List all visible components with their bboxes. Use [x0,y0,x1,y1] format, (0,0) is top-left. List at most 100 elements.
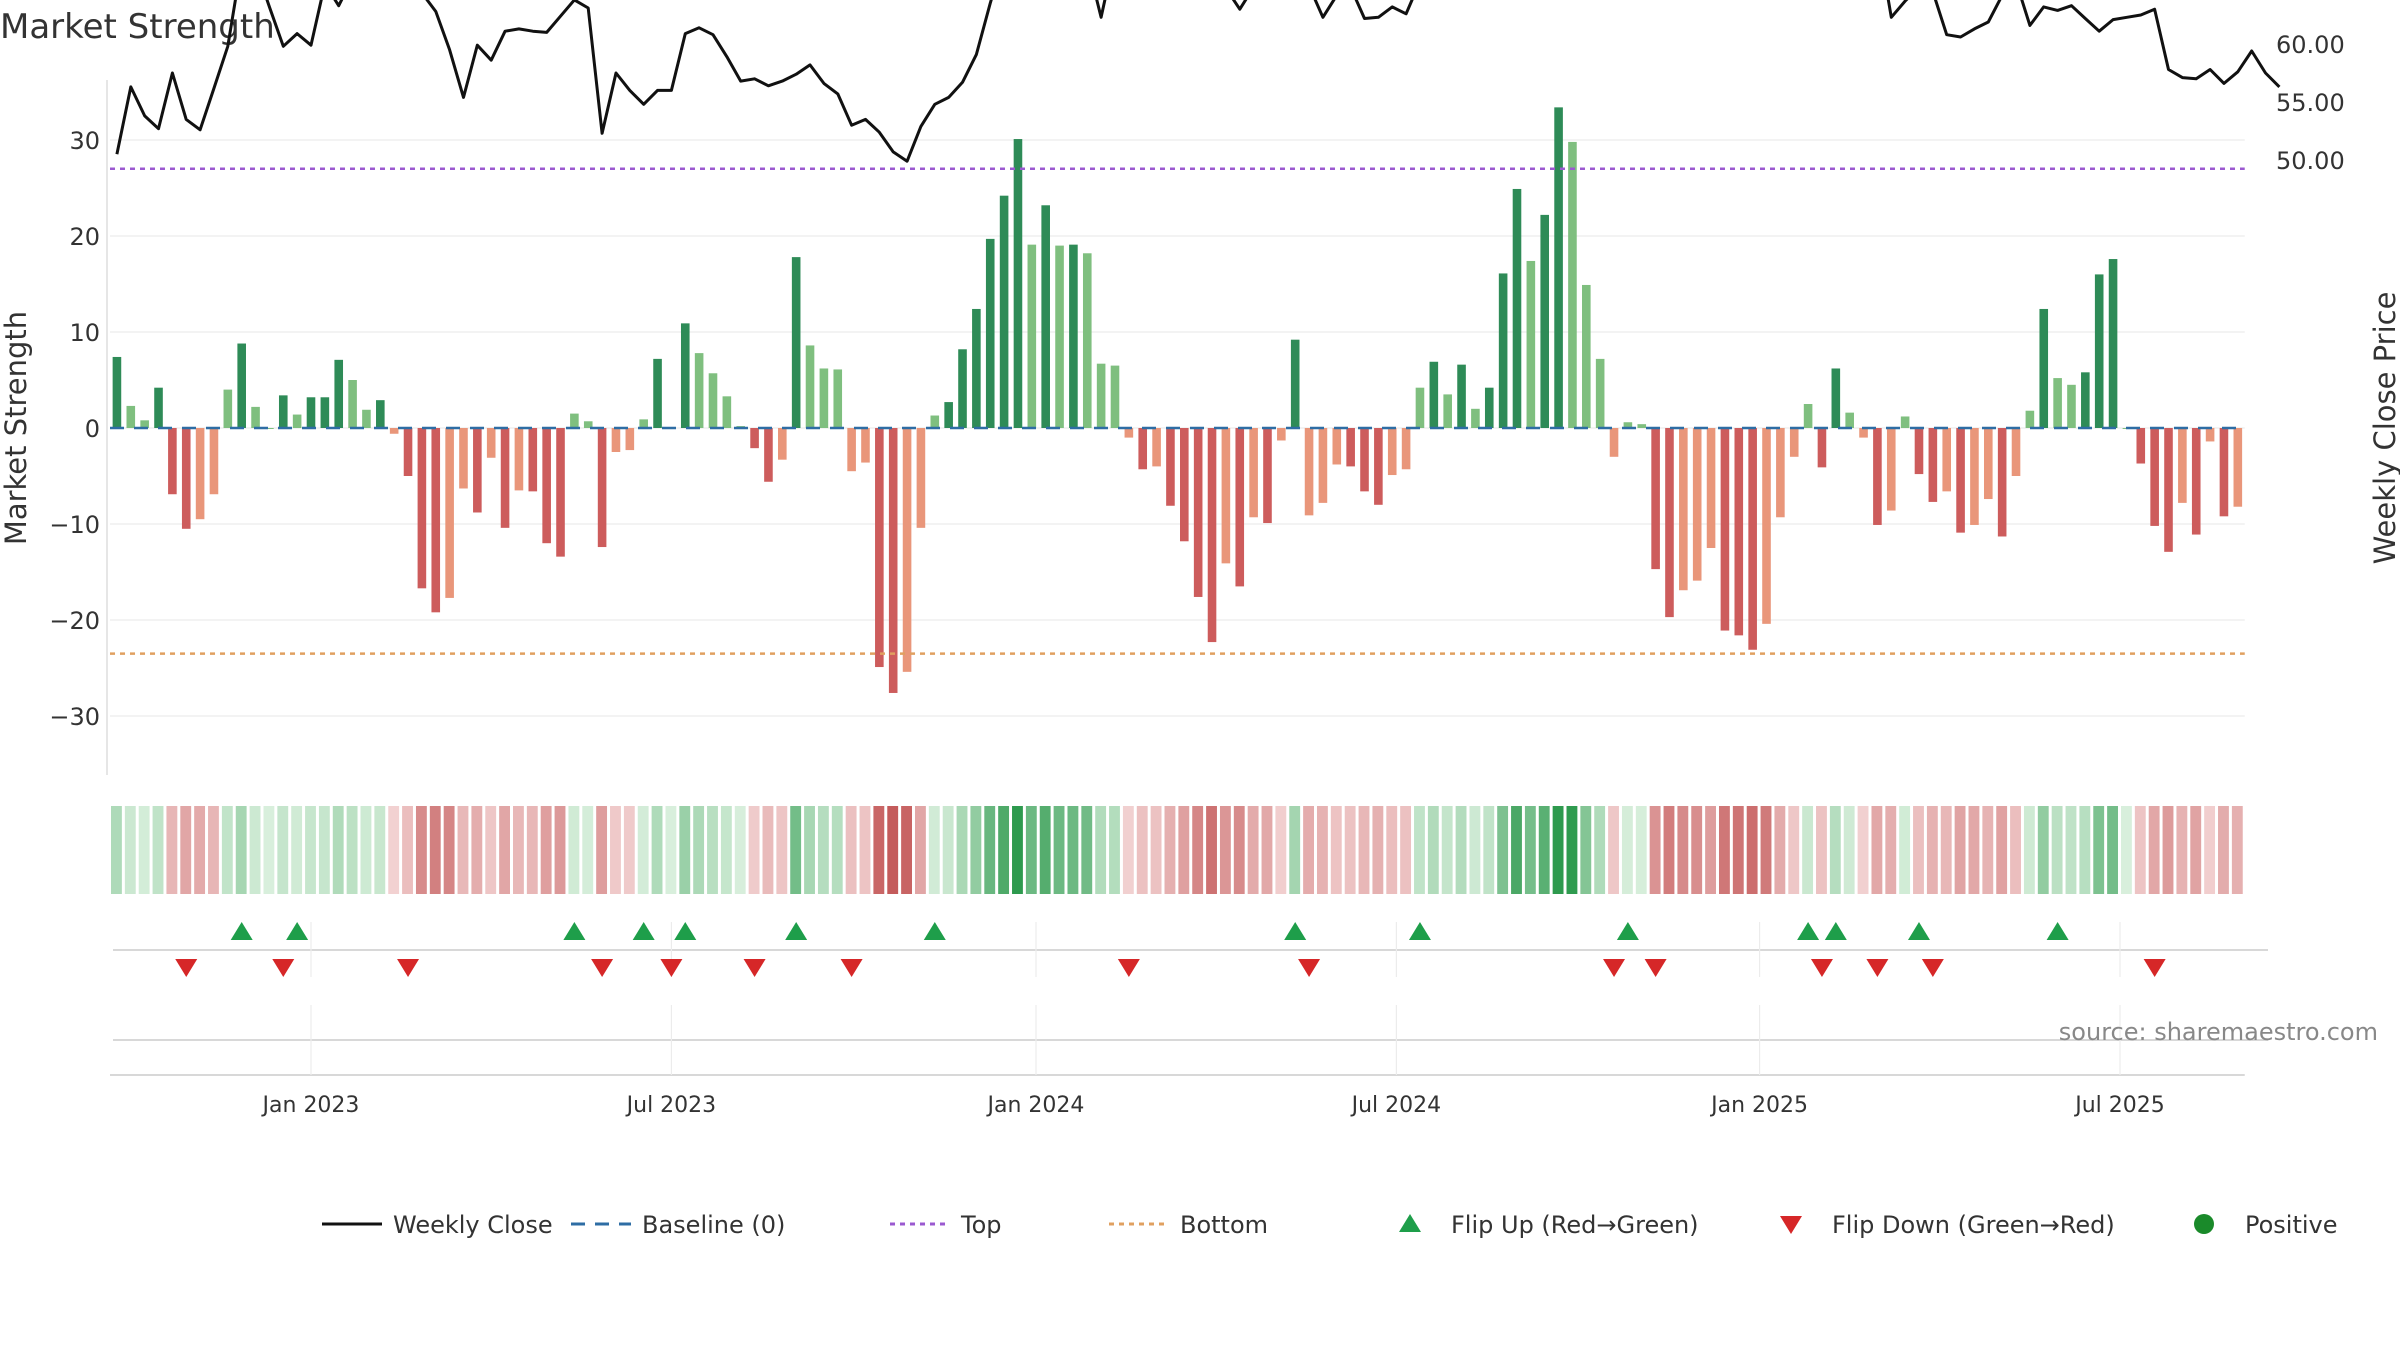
flip-down-marker-5 [743,959,766,977]
strength-bar-32 [556,428,565,557]
heat-cell-8 [221,806,233,894]
heat-cell-6 [194,806,206,894]
strength-bar-141 [2067,384,2076,428]
strength-bar-132 [1942,428,1952,492]
strength-bar-56 [888,428,898,693]
heat-cell-100 [1497,806,1509,894]
heat-cell-23 [429,806,441,894]
heat-cell-130 [1913,806,1924,894]
weekly-close-line [115,0,2281,163]
strength-bar-130 [1914,428,1924,475]
flip-up-marker-12 [1907,922,1930,940]
heat-cell-86 [1303,806,1314,894]
heat-cell-76 [1164,806,1176,894]
heat-cell-31 [540,806,552,894]
strength-bar-48 [778,428,787,460]
heat-cell-99 [1483,806,1495,894]
strength-bar-66 [1027,244,1037,428]
heat-cell-77 [1178,806,1190,894]
heat-cell-153 [2231,806,2243,894]
heat-cell-3 [152,806,164,894]
strength-bar-54 [861,428,870,463]
strength-bar-114 [1692,428,1702,581]
strength-bar-51 [819,368,829,428]
heat-cell-39 [651,806,663,894]
flip-up-marker-3 [632,922,655,940]
heat-cell-54 [859,806,871,894]
strength-bar-1 [126,405,136,428]
strength-bar-92 [1387,428,1397,476]
heat-cell-32 [554,806,566,894]
strength-bar-111 [1651,428,1660,570]
strength-bar-67 [1041,205,1050,428]
strength-bar-8 [223,389,233,428]
strength-bar-73 [1124,428,1134,438]
heat-cell-107 [1594,806,1606,894]
heat-cell-50 [804,806,815,894]
strength-bar-125 [1845,412,1854,428]
heat-cell-2 [138,806,150,894]
strength-bar-20 [389,428,399,434]
strength-bar-93 [1401,428,1411,470]
flip-up-marker-0 [230,922,253,940]
strength-bar-53 [847,428,856,472]
strength-bar-127 [1873,428,1882,525]
strength-bar-90 [1360,428,1369,492]
strength-bar-43 [708,373,718,428]
heat-cell-138 [2023,806,2035,894]
strength-bar-37 [625,428,635,451]
heat-cell-64 [998,806,1010,894]
flip-down-marker-11 [1810,959,1833,977]
heat-cell-29 [512,806,524,894]
heat-cell-28 [499,806,510,894]
heat-cell-132 [1940,806,1952,894]
strength-bar-63 [985,238,995,428]
heat-cell-22 [415,806,427,894]
strength-bar-11 [265,428,274,429]
strength-bar-0 [112,356,122,428]
strength-bar-149 [2178,428,2187,503]
flip-down-marker-7 [1117,959,1140,977]
heat-cell-110 [1635,806,1647,894]
strength-bar-133 [1956,428,1965,533]
strength-bar-89 [1346,428,1355,467]
heat-cell-140 [2051,806,2063,894]
strength-bar-82 [1249,428,1258,518]
strength-bar-91 [1374,428,1383,505]
strength-bar-109 [1623,422,1633,428]
heat-cell-117 [1732,806,1744,894]
strength-bar-46 [750,428,759,449]
heat-cell-33 [568,806,580,894]
strength-bar-79 [1207,428,1217,643]
strength-bar-2 [140,420,149,428]
heat-cell-26 [471,806,483,894]
strength-bar-58 [916,428,926,528]
strength-bar-99 [1484,387,1494,428]
y-left-tick-0: 30 [69,127,100,155]
heat-cell-34 [582,806,594,894]
strength-bar-14 [306,397,316,428]
strength-bar-69 [1069,244,1078,428]
heat-cell-25 [457,806,469,894]
heat-cell-121 [1788,806,1800,894]
strength-bar-27 [486,428,496,458]
strength-bar-126 [1859,428,1868,438]
heat-cell-52 [831,806,843,894]
flip-down-marker-14 [2143,959,2166,977]
strength-bar-83 [1263,428,1272,524]
heat-cell-91 [1372,806,1384,894]
heat-cell-21 [402,806,413,894]
heat-cell-30 [526,806,538,894]
strength-bar-52 [833,369,843,428]
heat-cell-60 [942,806,954,894]
heat-cell-58 [914,806,926,894]
strength-bar-64 [999,195,1009,428]
heat-cell-40 [665,806,677,894]
strength-bar-31 [542,428,551,544]
strength-bar-72 [1110,365,1120,428]
heat-cell-94 [1414,806,1425,894]
strength-bar-61 [958,349,967,428]
y-axis-left-label: Market Strength [0,311,33,545]
legend-flip-down-green-red-swatch [1780,1216,1802,1234]
